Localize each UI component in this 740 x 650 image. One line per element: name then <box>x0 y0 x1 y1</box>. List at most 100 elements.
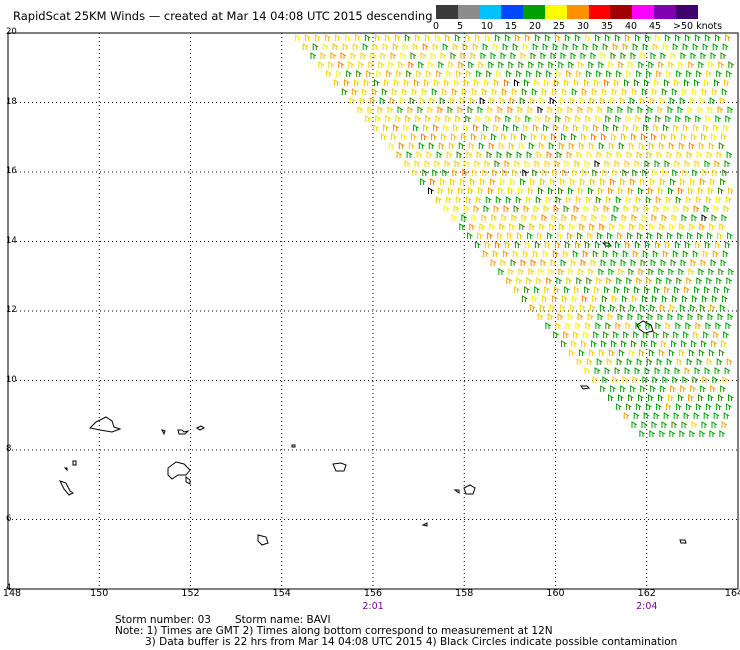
wind-barb <box>618 142 625 149</box>
wind-barb <box>723 205 730 212</box>
wind-barb <box>461 133 467 140</box>
wind-barb <box>713 331 719 338</box>
wind-barb <box>534 286 540 293</box>
wind-barb <box>555 196 562 203</box>
wind-barb <box>430 52 437 59</box>
wind-barb <box>610 178 616 185</box>
wind-barb <box>576 277 583 284</box>
legend-swatch <box>545 5 568 19</box>
wind-barb <box>469 97 476 104</box>
wind-barb <box>618 394 624 401</box>
wind-barb <box>361 88 368 95</box>
wind-barb <box>714 160 721 167</box>
wind-barb <box>711 214 718 221</box>
wind-barb <box>644 286 650 293</box>
wind-barb <box>522 250 529 257</box>
wind-barb <box>380 52 387 59</box>
wind-barb <box>531 295 538 302</box>
wind-barb <box>595 115 602 122</box>
wind-barb <box>553 205 560 212</box>
wind-barb <box>649 304 656 311</box>
wind-barb <box>571 295 578 302</box>
wind-barb <box>721 340 727 347</box>
wind-barb <box>658 394 664 401</box>
wind-barb <box>696 358 703 365</box>
wind-barb <box>711 88 718 95</box>
lat-tick-label: 14 <box>6 235 17 246</box>
wind-barb <box>387 106 394 113</box>
wind-barb <box>659 304 666 311</box>
wind-barb <box>453 205 460 212</box>
wind-barb <box>664 79 670 86</box>
wind-barb <box>312 43 319 50</box>
wind-barb <box>548 187 554 194</box>
wind-barb <box>359 97 366 104</box>
wind-barb <box>472 43 479 50</box>
wind-barb <box>607 232 613 239</box>
wind-barb <box>619 223 626 230</box>
island-outline <box>257 534 269 546</box>
wind-barb <box>584 241 591 248</box>
wind-barb <box>686 70 692 77</box>
wind-barb <box>459 223 466 230</box>
wind-barb <box>608 187 614 194</box>
wind-barb <box>588 61 595 68</box>
wind-barb <box>604 241 611 248</box>
wind-barb <box>674 160 681 167</box>
wind-barb <box>608 349 615 356</box>
wind-barb <box>715 196 722 203</box>
wind-barb <box>453 124 459 131</box>
wind-barb <box>383 124 389 131</box>
wind-barb <box>456 70 462 77</box>
wind-barb <box>681 340 687 347</box>
wind-barb <box>584 34 591 41</box>
wind-barb <box>624 34 631 41</box>
wind-barb <box>566 70 572 77</box>
lat-tick-label: 20 <box>6 27 17 37</box>
wind-barb <box>704 286 710 293</box>
wind-barb <box>580 259 587 266</box>
wind-barb <box>557 106 564 113</box>
wind-barb <box>426 151 433 158</box>
wind-barb <box>438 142 445 149</box>
lon-tick-label: 162 <box>637 588 656 599</box>
wind-barb <box>616 151 623 158</box>
wind-barb <box>393 124 399 131</box>
wind-barb <box>558 61 565 68</box>
wind-barb <box>472 169 479 176</box>
wind-barb <box>657 313 664 320</box>
wind-barb <box>587 232 593 239</box>
wind-barb <box>462 43 469 50</box>
wind-barb <box>548 268 555 275</box>
wind-barb <box>572 250 579 257</box>
wind-barb <box>705 196 712 203</box>
wind-barb <box>617 232 623 239</box>
wind-barb <box>560 259 567 266</box>
wind-barb <box>664 241 671 248</box>
wind-barb <box>511 133 517 140</box>
wind-barb <box>473 205 480 212</box>
wind-barb <box>491 133 497 140</box>
wind-barb <box>411 88 418 95</box>
wind-barb <box>641 214 648 221</box>
wind-barb <box>526 151 533 158</box>
wind-barb <box>651 214 658 221</box>
wind-barb <box>438 61 445 68</box>
wind-barb <box>664 286 670 293</box>
wind-barb <box>690 385 696 392</box>
wind-barb <box>711 340 717 347</box>
wind-barb <box>718 142 725 149</box>
wind-barb <box>505 115 512 122</box>
wind-barb <box>710 385 716 392</box>
wind-barb <box>639 223 646 230</box>
legend-label: >50 knots <box>673 21 723 32</box>
wind-barb <box>723 412 730 419</box>
wind-barb <box>661 340 667 347</box>
wind-barb <box>628 61 635 68</box>
wind-barb <box>718 394 724 401</box>
wind-barb <box>494 160 501 167</box>
wind-barb <box>686 277 693 284</box>
wind-barb <box>502 43 509 50</box>
wind-barb <box>689 97 696 104</box>
wind-barb <box>608 394 614 401</box>
